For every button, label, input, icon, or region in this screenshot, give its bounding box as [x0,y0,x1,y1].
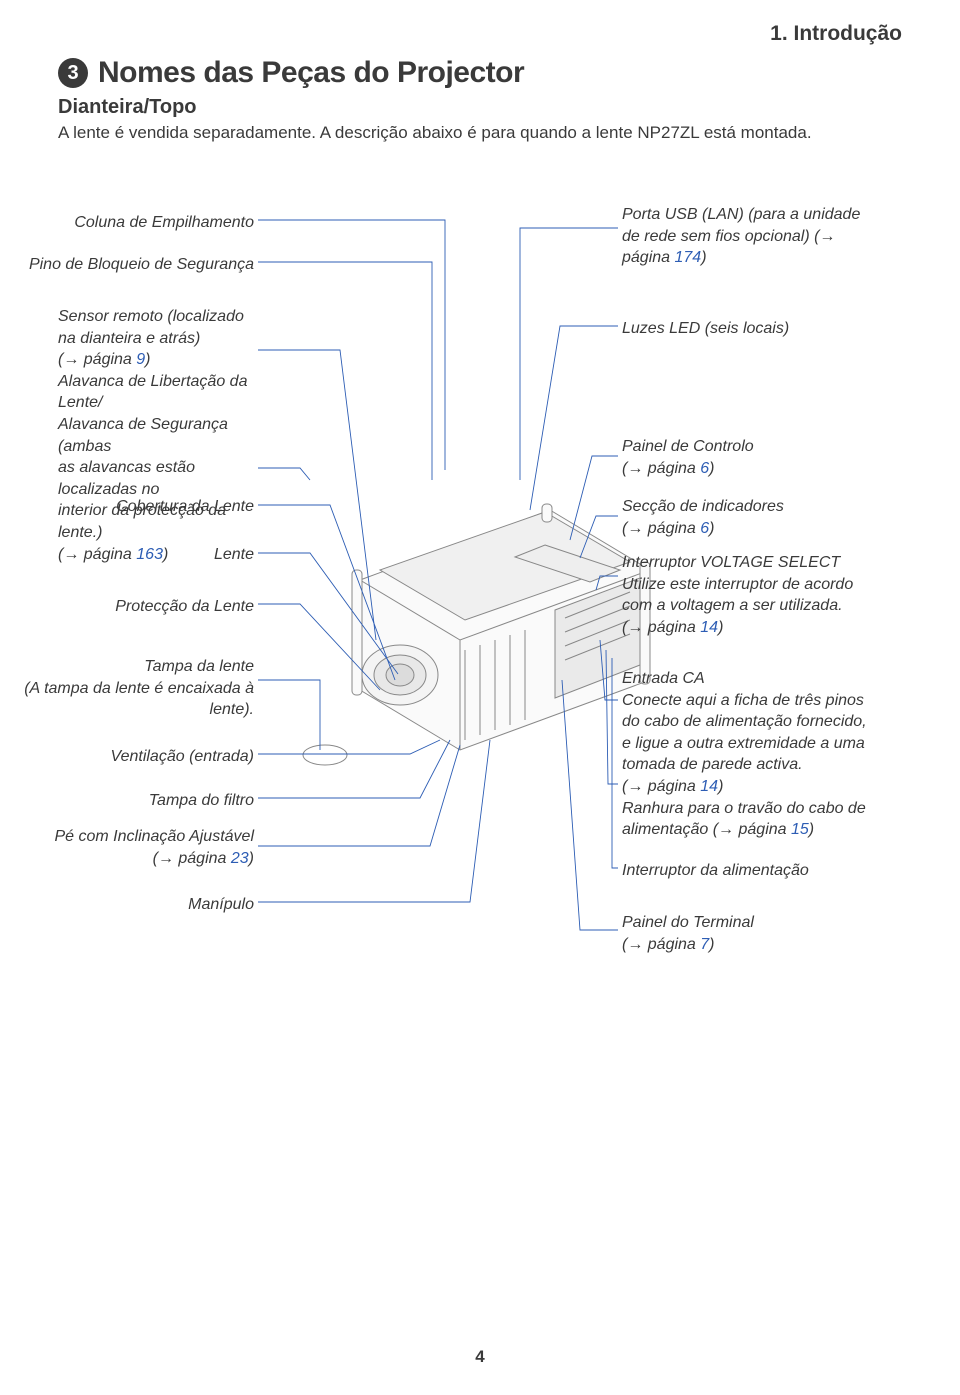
callout-label-tampa-filtro: Tampa do filtro [14,790,254,812]
section-subtitle: Dianteira/Topo [58,96,197,119]
callout-label-lente: Lente [14,544,254,566]
callout-label-luzes-led: Luzes LED (seis locais) [622,318,912,340]
section-number-badge: 3 [58,58,88,88]
callout-label-seccao-ind: Secção de indicadores(→ página 6) [622,496,912,539]
callout-label-sensor: Sensor remoto (localizado na dianteira e… [58,306,258,565]
section-heading: 3 Nomes das Peças do Projector [58,56,524,90]
callout-label-pe-ajustavel: Pé com Inclinação Ajustável(→ página 23) [14,826,254,869]
callout-label-entrada-ca: Entrada CAConecte aqui a ficha de três p… [622,668,912,841]
callout-label-painel-terminal: Painel do Terminal(→ página 7) [622,912,912,955]
callout-label-ventilacao: Ventilação (entrada) [14,746,254,768]
callout-label-manipulo: Manípulo [14,894,254,916]
intro-text: A lente é vendida separadamente. A descr… [58,123,812,143]
callout-label-coluna: Coluna de Empilhamento [14,212,254,234]
section-title: Nomes das Peças do Projector [98,56,524,90]
diagram-area: Coluna de Empilhamento Pino de Bloqueio d… [0,180,960,1180]
callout-label-voltage: Interruptor VOLTAGE SELECTUtilize este i… [622,552,912,638]
callout-label-painel-controlo: Painel de Controlo(→ página 6) [622,436,912,479]
callout-label-porta-usb: Porta USB (LAN) (para a unidadede rede s… [622,204,912,269]
callout-label-tampa-lente: Tampa da lente(A tampa da lente é encaix… [14,656,254,721]
page-number: 4 [475,1347,484,1367]
callout-label-pino: Pino de Bloqueio de Segurança [14,254,254,276]
callout-label-proteccao: Protecção da Lente [14,596,254,618]
callout-label-interruptor-alim: Interruptor da alimentação [622,860,912,882]
breadcrumb: 1. Introdução [770,22,902,46]
callout-label-cobertura: Cobertura da Lente [14,496,254,518]
